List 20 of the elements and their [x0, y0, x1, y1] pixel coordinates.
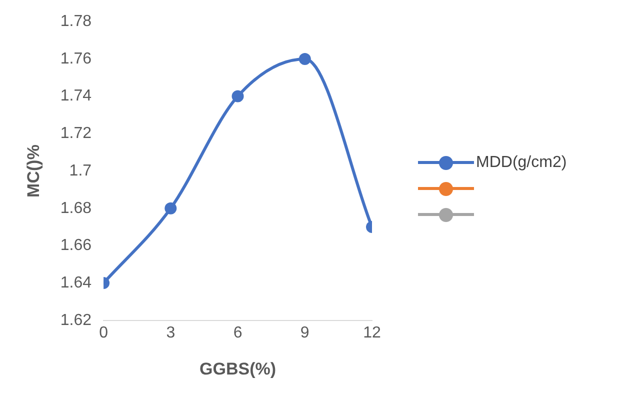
y-tick-label: 1.62: [60, 312, 92, 329]
x-axis-title: GGBS(%): [200, 359, 276, 378]
y-tick-label: 1.78: [60, 13, 92, 30]
point: [298, 52, 311, 65]
y-tick-label: 1.72: [60, 125, 92, 142]
x-tick-label: 0: [99, 324, 108, 342]
x-tick-label: 6: [233, 324, 242, 342]
y-tick-label: 1.7: [69, 162, 92, 180]
x-tick-label: 9: [300, 324, 310, 342]
y-axis-title: MC()%: [24, 144, 43, 198]
y-tick-label: 1.66: [60, 237, 92, 254]
y-tick-label: 1.64: [60, 274, 92, 292]
x-tick-label: 12: [363, 324, 381, 342]
y-tick-label: 1.68: [60, 200, 92, 217]
point: [232, 90, 244, 102]
y-tick-label: 1.74: [60, 88, 92, 105]
point: [164, 202, 177, 214]
x-tick-label: 3: [166, 324, 176, 342]
y-tick-label: 1.76: [60, 50, 92, 68]
legend-label: MDD(g/cm2): [476, 154, 567, 172]
